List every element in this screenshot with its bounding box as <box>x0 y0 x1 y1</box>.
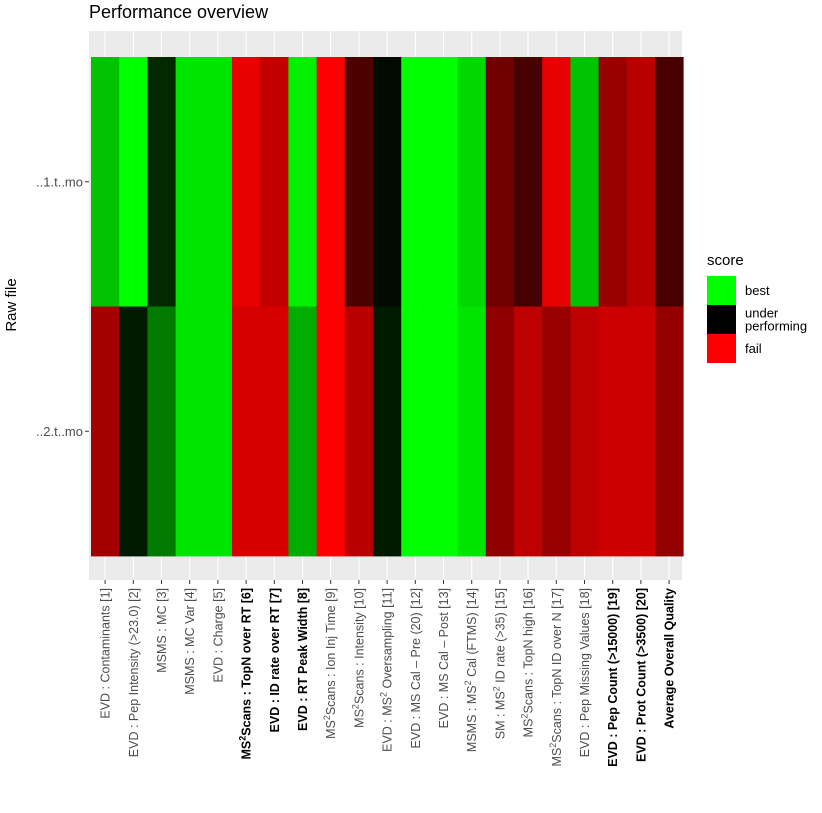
legend-swatch <box>707 276 736 305</box>
legend-swatch <box>707 334 736 363</box>
x-axis: EVD : Contaminants [1] EVD : Pep Intensit… <box>99 580 677 767</box>
heatmap-cell <box>288 57 317 307</box>
heatmap-cell <box>429 306 458 557</box>
heatmap-cell <box>91 57 120 307</box>
x-tick-label: MSMS : MC [3] <box>155 588 169 673</box>
heatmap-cell <box>260 57 289 307</box>
heatmap-cell <box>598 306 628 557</box>
x-tick-label: MS2Scans : TopN ID over N [17] <box>548 588 564 766</box>
heatmap-cell <box>598 57 628 307</box>
y-axis-title: Raw file <box>3 278 20 331</box>
heatmap-cell <box>260 306 289 557</box>
heatmap-cell <box>147 57 176 307</box>
heatmap-cell <box>570 306 599 557</box>
heatmap-cell <box>401 57 430 307</box>
x-tick-label: EVD : RT Peak Width [8] <box>296 588 310 731</box>
x-tick-label: EVD : Pep Count (>15000) [19] <box>606 588 620 767</box>
heatmap-cells <box>91 57 684 557</box>
heatmap-cell <box>232 57 261 307</box>
heatmap-cell <box>401 306 430 557</box>
x-tick-label: MS2Scans : Ion Inj Time [9] <box>322 588 338 739</box>
legend-title: score <box>707 252 744 269</box>
heatmap-cell <box>570 57 599 307</box>
heatmap-cell <box>655 306 684 557</box>
heatmap-cell <box>203 306 233 557</box>
legend-label: under performing <box>745 306 807 334</box>
x-tick-label: MS2Scans : TopN over RT [6] <box>238 588 254 759</box>
legend-swatch <box>707 305 736 334</box>
x-tick-label: EVD : MS2 Oversampling [11] <box>379 588 395 752</box>
x-tick-label: EVD : MS Cal – Post [13] <box>437 588 451 728</box>
x-tick-label: EVD : Pep Intensity (>23.0) [2] <box>127 588 141 757</box>
heatmap-cell <box>655 57 684 307</box>
heatmap-cell <box>626 57 656 307</box>
y-tick-label: ..1.t..mo <box>36 174 83 189</box>
x-tick-label: SM : MS2 ID rate (>35) [15] <box>491 588 507 739</box>
heatmap-cell <box>344 57 374 307</box>
heatmap-cell <box>542 306 571 557</box>
x-tick-label: Average Overall Quality <box>663 588 677 729</box>
x-tick-label: EVD : MS Cal – Pre (20) [12] <box>409 588 423 748</box>
heatmap-cell <box>373 57 402 307</box>
heatmap-cell <box>288 306 317 557</box>
heatmap-cell <box>429 57 458 307</box>
heatmap-cell <box>232 306 261 557</box>
heatmap-cell <box>119 306 148 557</box>
legend-label: best <box>745 283 770 298</box>
heatmap-cell <box>514 57 543 307</box>
heatmap-cell <box>175 57 205 307</box>
x-tick-label: MSMS : MC Var [4] <box>183 588 197 695</box>
legend-label: fail <box>745 341 762 356</box>
x-tick-label: EVD : Pep Missing Values [18] <box>578 588 592 757</box>
heatmap-cell <box>457 306 487 557</box>
x-tick-label: EVD : ID rate over RT [7] <box>268 588 282 732</box>
heatmap-cell <box>373 306 402 557</box>
heatmap-cell <box>203 57 233 307</box>
heatmap-cell <box>485 306 515 557</box>
heatmap-cell <box>175 306 205 557</box>
heatmap-cell <box>316 306 346 557</box>
x-tick-label: EVD : Charge [5] <box>211 588 225 683</box>
x-tick-label: MS2Scans : TopN high [16] <box>520 588 536 737</box>
x-tick-label: EVD : Contaminants [1] <box>99 588 113 719</box>
x-tick-label: MSMS : MS2 Cal (FTMS) [14] <box>463 588 479 752</box>
heatmap-cell <box>119 57 148 307</box>
heatmap-cell <box>316 57 346 307</box>
y-tick-label: ..2.t..mo <box>36 424 83 439</box>
heatmap-cell <box>91 306 120 557</box>
heatmap-cell <box>514 306 543 557</box>
heatmap-cell <box>485 57 515 307</box>
heatmap-cell <box>344 306 374 557</box>
heatmap-cell <box>626 306 656 557</box>
chart-title: Performance overview <box>89 2 269 22</box>
x-tick-label: EVD : Prot Count (>3500) [20] <box>634 588 648 762</box>
x-tick-label: MS2Scans : Intensity [10] <box>350 588 366 728</box>
heatmap-cell <box>542 57 571 307</box>
heatmap-cell <box>147 306 176 557</box>
heatmap-cell <box>457 57 487 307</box>
y-axis: ..1.t..mo ..2.t..mo <box>36 174 89 439</box>
